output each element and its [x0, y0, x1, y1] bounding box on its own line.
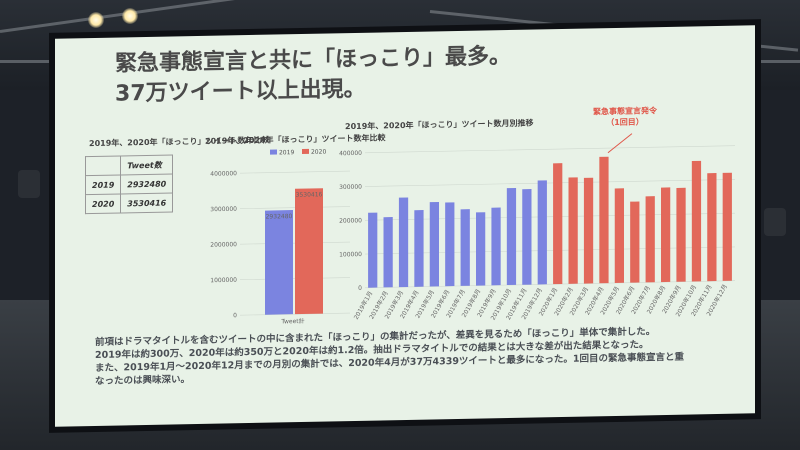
gridline: [365, 246, 735, 255]
gridline: [365, 145, 735, 154]
stage-light: [122, 8, 138, 24]
annotation-line1: 緊急事態宣言発令: [593, 106, 657, 117]
table-cell-value: 2932480: [120, 173, 173, 194]
bar-2019: [265, 210, 293, 315]
y-tick-label: 300000: [339, 184, 362, 191]
y-tick-label: 0: [233, 312, 237, 319]
gridline: [365, 212, 735, 221]
month-bar: [537, 180, 547, 285]
data-label: 3530416: [296, 191, 323, 199]
month-bar: [460, 209, 470, 286]
y-tick-label: 400000: [339, 150, 362, 157]
month-bar: [553, 163, 563, 285]
legend-swatch: [270, 149, 277, 155]
month-bar: [368, 212, 378, 288]
month-bar: [661, 187, 671, 283]
month-bar: [676, 187, 686, 282]
month-bar: [707, 173, 717, 282]
month-bar: [522, 189, 532, 285]
legend-label: 2020: [311, 149, 326, 156]
data-label: 2932480: [266, 213, 293, 221]
legend-label: 2019: [279, 149, 294, 156]
tweet-table: Tweet数 2019 2932480 2020 3530416: [85, 154, 173, 214]
month-bar: [491, 207, 501, 286]
month-bar: [645, 196, 655, 283]
y-tick-label: 4000000: [210, 170, 237, 178]
month-bar: [568, 177, 578, 284]
slide-paragraph: 前項はドラマタイトルを含むツイートの中に含まれた「ほっこり」の集計だったが、差異…: [95, 324, 735, 388]
speaker-left: [18, 170, 40, 198]
y-tick-label: 3000000: [210, 206, 237, 214]
gridline: [240, 170, 350, 174]
month-bar: [414, 210, 424, 287]
month-bar: [599, 156, 609, 284]
month-bar: [630, 201, 640, 283]
month-bar: [429, 201, 439, 287]
table-row: 2019 2932480: [85, 173, 173, 195]
y-tick-label: 200000: [339, 217, 362, 224]
month-bar: [476, 212, 486, 286]
table-row: 2020 3530416: [85, 192, 173, 214]
speaker-right: [764, 208, 786, 236]
month-bar: [583, 177, 594, 284]
table-cell-year: 2019: [85, 174, 121, 195]
gridline: [365, 179, 735, 187]
annotation-line: [607, 133, 633, 154]
monthly-bar-chart: 40000030000020000010000002019年1月2019年2月2…: [339, 133, 735, 321]
y-tick-label: 0: [358, 285, 362, 292]
y-tick-label: 100000: [339, 251, 362, 258]
bar-2020: [295, 188, 323, 315]
month-bar: [722, 172, 732, 281]
legend-swatch: [302, 148, 309, 154]
x-tick-label: Tweet計: [280, 317, 304, 325]
gridline: [365, 280, 735, 289]
month-bar: [506, 188, 517, 286]
month-bar: [383, 217, 393, 288]
projection-screen: 緊急事態宣言と共に「ほっこり」最多。 37万ツイート以上出現。 2019年、20…: [55, 25, 755, 427]
table-cell-value: 3530416: [120, 192, 173, 213]
y-tick-label: 2000000: [210, 241, 237, 249]
slide-title-line2: 37万ツイート以上出現。: [115, 76, 366, 107]
month-bar: [691, 160, 702, 282]
y-tick-label: 1000000: [210, 277, 237, 285]
month-bar: [398, 197, 409, 288]
month-bar: [445, 202, 455, 287]
annual-bar-chart: 4000000 3000000 2000000 1000000 0 2932480 2019…: [210, 148, 350, 325]
month-bar: [614, 188, 624, 283]
slide-title: 緊急事態宣言と共に「ほっこり」最多。 37万ツイート以上出現。: [115, 42, 511, 110]
table-cell-year: 2020: [85, 193, 121, 214]
stage-light: [88, 12, 104, 28]
table-header: Tweet数: [120, 154, 173, 175]
